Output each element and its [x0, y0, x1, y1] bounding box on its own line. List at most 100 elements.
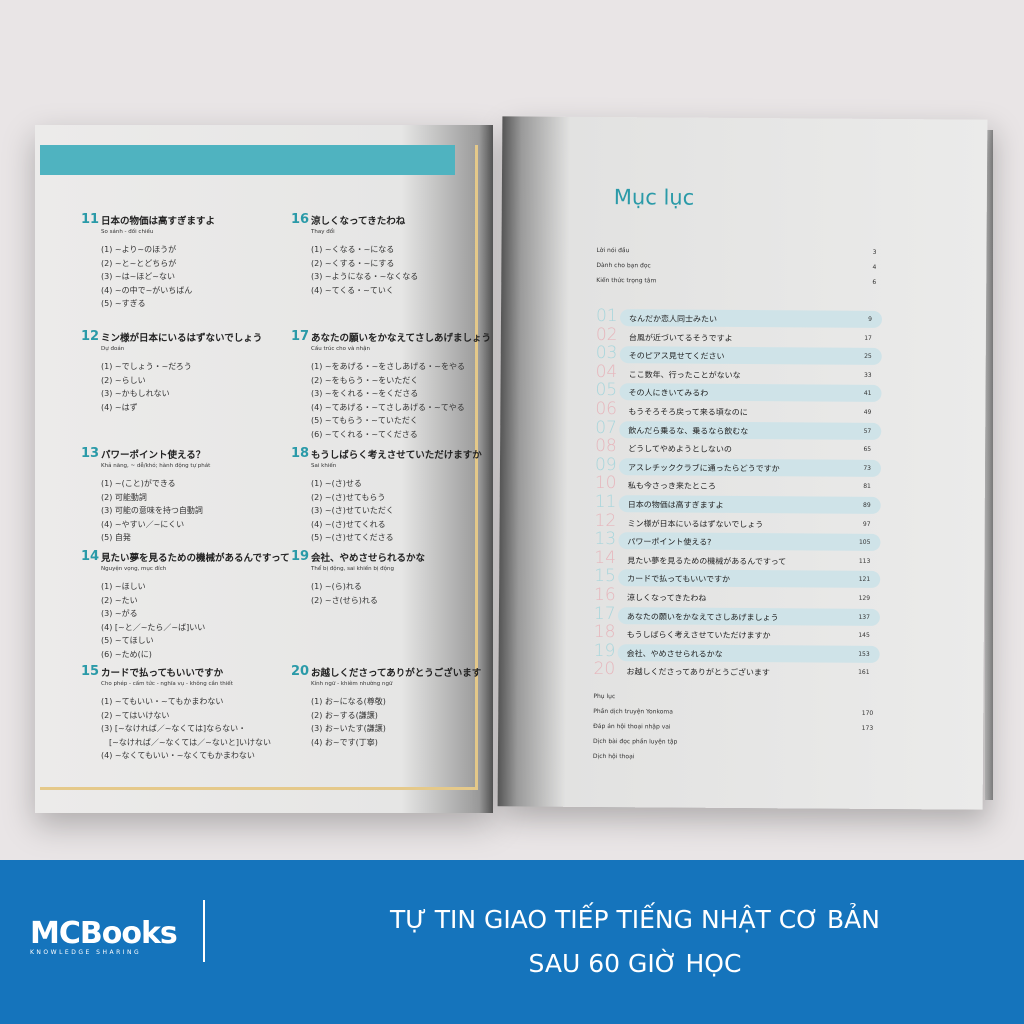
lesson-title: お越しくださってありがとうございます — [311, 668, 482, 679]
lesson-subtitle: Khả năng, ~ dễ/khó; hành động tự phát — [101, 463, 211, 469]
toc-row: 18 もうしばらく考えさせていただけますか 145 — [593, 622, 884, 644]
left-page: 11 日本の物価は高すぎますよ So sánh - đối chiếu (1) ~より… — [35, 125, 493, 813]
toc-page-number: 137 — [858, 613, 870, 621]
toc-row: 19 会社、やめさせられるかな 153 — [593, 640, 884, 663]
toc-lesson-title: 台風が近づいてるそうですよ — [628, 332, 733, 343]
right-page: Mục lục Lời nói đầu 3 Dành cho bạn đọc 4 Kiế… — [497, 116, 988, 810]
toc-lesson-title: ここ数年、行ったことがないな — [628, 369, 741, 380]
grammar-item: (1) ~(ら)れる — [311, 582, 362, 591]
grammar-item: (1) ~くなる・~になる — [311, 245, 395, 254]
grammar-item: (5) ~てほしい — [101, 636, 154, 645]
toc-row: 11 日本の物価は高すぎますよ 89 — [594, 491, 885, 514]
page-edge — [985, 130, 993, 800]
grammar-item: (2) ~さ(せら)れる — [311, 595, 378, 605]
toc-lesson-number: 07 — [595, 417, 617, 438]
toc-page-number: 65 — [863, 446, 872, 454]
entry-label: Kiến thức trọng tâm — [596, 276, 657, 285]
grammar-item: (3) ~かもしれない — [101, 389, 170, 398]
toc-lesson-number: 17 — [593, 603, 616, 624]
toc-page-number: 89 — [863, 501, 871, 509]
toc-lesson-number: 02 — [595, 324, 618, 345]
slogan-line-2: SAU 60 GIỜ HỌC — [528, 949, 742, 978]
toc-page-number: 9 — [868, 315, 873, 323]
grammar-item: [~なければ／~なくては／~ないと]いけない — [101, 737, 271, 747]
lesson-number: 11 — [81, 212, 100, 227]
grammar-item: (3) ~をくれる・~をくださる — [311, 389, 419, 398]
toc-page-number: 49 — [863, 408, 872, 416]
toc-page-number: 41 — [863, 390, 872, 398]
toc-lesson-number: 11 — [594, 491, 617, 513]
toc-lesson-title: 私も今さっき来たところ — [627, 481, 716, 492]
toc-lesson-title: 涼しくなってきたわね — [627, 593, 707, 603]
grammar-item: (2) ~と~とどちらが — [101, 258, 177, 268]
toc-page-number: 81 — [863, 483, 871, 491]
grammar-item: (2) ~をもらう・~をいただく — [311, 375, 419, 385]
toc-page-number: 33 — [863, 371, 872, 379]
logo-sub: KNOWLEDGE SHARING — [30, 949, 142, 956]
grammar-item: (4) ~やすい／~にくい — [101, 519, 185, 529]
grammar-item: (5) ~てもらう・~ていただく — [311, 416, 418, 425]
lesson-section: 16 涼しくなってきたわね Thay đổi (1) ~くなる・~になる (2) ~くす… — [291, 212, 491, 297]
toc-lesson-title: なんだか恋人同士みたい — [628, 314, 718, 324]
toc-title: Mục lục — [613, 185, 695, 210]
lesson-number: 17 — [291, 329, 310, 344]
grammar-item: (5) ~(さ)せてくださる — [311, 533, 394, 542]
lesson-subtitle: Thể bị động, sai khiến bị động — [311, 566, 395, 572]
grammar-item: (1) ~ほしい — [101, 582, 146, 591]
toc-row: 10 私も今さっき来たところ 81 — [594, 473, 885, 495]
toc-lesson-number: 06 — [595, 398, 618, 420]
lesson-subtitle: Nguyện vọng, mục đích — [101, 566, 167, 572]
toc-lesson-title: もうそろそろ戻って来る頃なのに — [628, 407, 748, 418]
intro-entry: Dành cho bạn đọc 4 — [596, 262, 876, 271]
toc-lesson-title: そのピアス見せてください — [628, 351, 725, 362]
toc-row: 12 ミン様が日本にいるはずないでしょう 97 — [594, 510, 885, 533]
grammar-item: (4) ~てあげる・~てさしあげる・~てやる — [311, 402, 465, 412]
grammar-item: (6) ~ため(に) — [101, 649, 152, 659]
appendix-entry: Phụ lục — [593, 693, 873, 702]
grammar-item: (2) ~くする・~にする — [311, 258, 395, 268]
appendix-entry: Dịch hội thoại — [593, 753, 873, 762]
toc-lesson-number: 15 — [594, 566, 616, 587]
toc-lesson-title: 飲んだら乗るな、乗るなら飲むな — [628, 425, 749, 436]
entry-label: Phần dịch truyện Yonkoma — [593, 707, 673, 716]
toc-lesson-number: 12 — [594, 510, 617, 531]
grammar-item: (3) ~がる — [101, 609, 138, 618]
lesson-number: 19 — [291, 549, 310, 564]
toc-row: 09 アスレチッククラブに通ったらどうですか 73 — [595, 455, 885, 477]
toc-lesson-title: どうしてやめようとしないの — [628, 444, 732, 455]
lesson-section: 15 カードで払ってもいいですか Cho phép - cấm tức - nghĩ… — [81, 664, 281, 763]
grammar-item: (1) ~より~のほうが — [101, 245, 177, 254]
toc-page-number: 105 — [858, 539, 871, 547]
lesson-section: 19 会社、やめさせられるかな Thể bị động, sai khiến bị … — [291, 549, 491, 607]
toc-row: 01 なんだか恋人同士みたい 9 — [596, 306, 886, 328]
toc-lesson-title: カードで払ってもいいですか — [627, 574, 731, 585]
intro-entry: Lời nói đầu 3 — [596, 247, 876, 256]
entry-page: 3 — [872, 248, 877, 256]
toc-lesson-title: その人にきいてみるわ — [628, 388, 709, 399]
grammar-item: (5) 自発 — [101, 533, 131, 542]
toc-page-number: 73 — [863, 464, 871, 472]
grammar-item: (4) お~です(丁寧) — [311, 737, 378, 747]
entry-label: Dịch bài đọc phần luyện tập — [593, 737, 678, 746]
toc-page-number: 161 — [858, 669, 870, 677]
toc-row: 05 その人にきいてみるわ 41 — [595, 380, 885, 403]
toc-row: 04 ここ数年、行ったことがないな 33 — [596, 362, 886, 384]
grammar-item: (5) ~すぎる — [101, 299, 146, 308]
lesson-title: 日本の物価は高すぎますよ — [101, 216, 216, 227]
entry-label: Dịch hội thoại — [592, 752, 635, 761]
grammar-item: (4) ~はず — [101, 402, 138, 412]
toc-lesson-number: 19 — [593, 640, 616, 661]
toc-row: 17 あなたの願いをかなえてさしあげましょう 137 — [593, 603, 884, 626]
toc-lesson-number: 10 — [594, 473, 617, 494]
lesson-subtitle: Dự đoán — [101, 346, 125, 352]
toc-lesson-number: 14 — [594, 547, 617, 568]
grammar-item: (3) ~(さ)せていただく — [311, 506, 394, 515]
grammar-item: (2) ~(さ)せてもらう — [311, 492, 386, 502]
slogan-line-1: TỰ TIN GIAO TIẾP TIẾNG NHẬT CƠ BẢN — [390, 905, 880, 934]
lesson-number: 16 — [291, 212, 310, 227]
lesson-section: 14 見たい夢を見るための機械があるんですって Nguyện vọng, mục đ… — [81, 549, 290, 661]
lesson-subtitle: So sánh - đối chiếu — [101, 229, 154, 235]
toc-lesson-title: 日本の物価は高すぎますよ — [627, 500, 724, 510]
toc-lesson-number: 18 — [593, 622, 616, 643]
toc-lesson-number: 13 — [594, 529, 617, 550]
